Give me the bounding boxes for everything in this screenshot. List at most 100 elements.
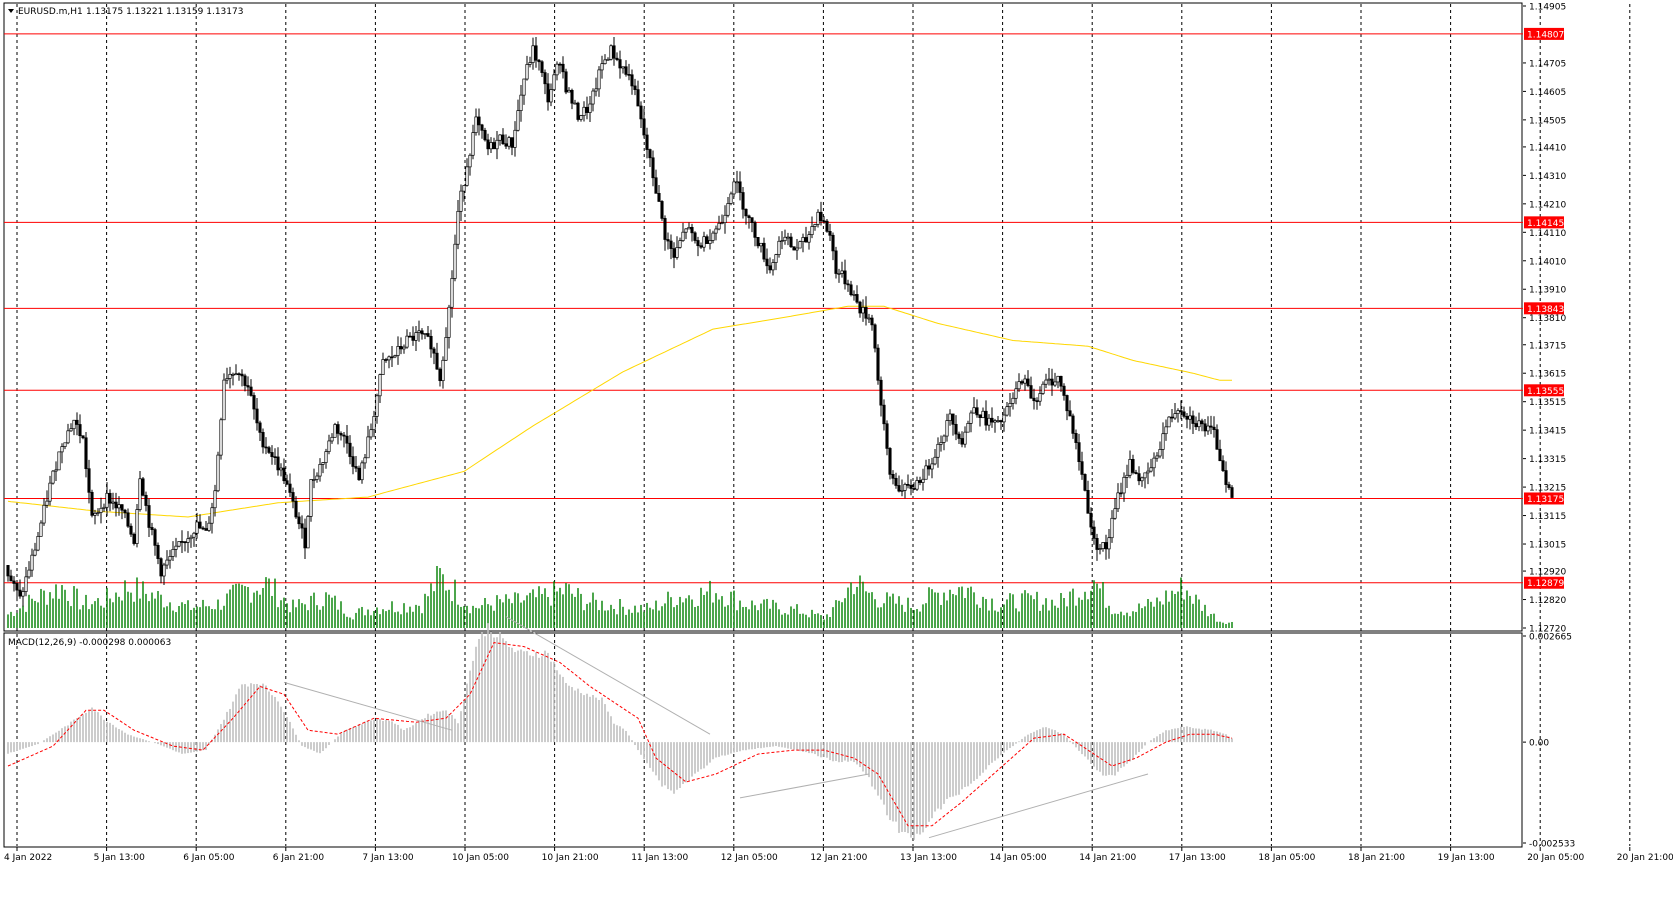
candle-body [789, 236, 793, 248]
candle-body [501, 134, 505, 145]
candle-body [975, 407, 979, 416]
candle-body [189, 536, 193, 540]
candle-body [453, 243, 457, 279]
candle-body [1206, 425, 1210, 432]
candle-body [1083, 474, 1087, 491]
candle-body [315, 475, 319, 480]
candle-body [693, 232, 697, 241]
candle-body [1155, 455, 1159, 459]
price-tick-label: 1.13910 [1529, 286, 1566, 296]
candle-body [777, 240, 781, 255]
time-tick-label: 17 Jan 13:00 [1169, 853, 1226, 863]
price-tick-label: 1.13315 [1529, 455, 1566, 465]
candle-body [513, 129, 517, 148]
candle-body [489, 142, 493, 150]
candle-body [1041, 383, 1045, 394]
price-tick-label: 1.14605 [1529, 88, 1566, 98]
candle-body [1110, 517, 1114, 539]
candle-body [1221, 460, 1225, 471]
price-level-label-bg [1524, 384, 1564, 397]
candle-body [297, 516, 301, 525]
candle-body [939, 442, 943, 445]
candle-body [264, 446, 268, 449]
candle-body [840, 270, 844, 274]
candle-body [51, 470, 55, 484]
candle-body [378, 374, 382, 397]
time-tick-label: 12 Jan 21:00 [810, 853, 867, 863]
candle-body [1056, 375, 1060, 383]
candle-body [894, 477, 898, 486]
candle-body [402, 346, 406, 350]
candle-body [24, 576, 28, 592]
candle-body [492, 142, 496, 150]
candle-body [441, 359, 445, 382]
time-tick-label: 6 Jan 05:00 [183, 853, 235, 863]
price-tick-label: 1.13615 [1529, 370, 1566, 380]
time-tick-label: 14 Jan 21:00 [1079, 853, 1136, 863]
candle-body [642, 118, 646, 136]
candle-body [600, 63, 604, 71]
candle-body [1194, 423, 1198, 428]
candle-body [672, 248, 676, 258]
candle-body [930, 463, 934, 470]
candle-body [798, 241, 802, 249]
candle-body [861, 307, 865, 314]
candle-body [888, 448, 892, 475]
macd-panel[interactable] [3, 632, 1523, 848]
candle-body [465, 166, 469, 186]
candle-body [279, 467, 283, 471]
candle-body [405, 335, 409, 348]
candle-body [171, 549, 175, 557]
candle-body [837, 273, 841, 275]
triangle-down-icon[interactable] [8, 9, 14, 13]
candle-body [984, 410, 988, 426]
candle-body [948, 413, 952, 421]
candle-body [666, 239, 670, 242]
candle-body [159, 558, 163, 577]
candle-body [879, 379, 883, 406]
candle-body [732, 181, 736, 195]
candle-body [882, 404, 886, 425]
candle-body [1197, 420, 1201, 428]
candle-body [801, 237, 805, 242]
candle-body [1179, 410, 1183, 413]
candle-body [1200, 420, 1204, 425]
candle-body [1095, 537, 1099, 550]
candle-body [603, 59, 607, 65]
candle-body [573, 102, 577, 105]
candle-body [390, 356, 394, 359]
candle-body [543, 72, 547, 85]
price-panel[interactable] [3, 2, 1523, 632]
candle-body [459, 190, 463, 212]
candle-body [117, 504, 121, 509]
candle-body [468, 154, 472, 168]
candle-body [126, 512, 130, 527]
candle-body [1038, 393, 1042, 402]
candle-body [951, 413, 955, 425]
candle-body [822, 220, 826, 223]
candle-body [111, 501, 115, 504]
price-tick-label: 1.14905 [1529, 3, 1566, 13]
candle-body [546, 83, 550, 103]
candle-body [183, 541, 187, 544]
candle-body [324, 451, 328, 463]
candle-body [18, 589, 22, 597]
candle-body [21, 591, 25, 597]
horizontal-levels [4, 33, 1523, 584]
candle-body [255, 408, 259, 424]
time-tick-label: 19 Jan 13:00 [1438, 853, 1495, 863]
macd-signal-line [7, 642, 1233, 827]
candle-body [873, 324, 877, 349]
candle-body [999, 420, 1003, 423]
candle-body [717, 222, 721, 230]
candle-body [1020, 381, 1024, 384]
candle-body [783, 236, 787, 241]
candle-body [660, 201, 664, 219]
candle-body [1170, 416, 1174, 419]
candle-body [1134, 472, 1138, 474]
candlesticks [6, 36, 1234, 607]
candle-body [534, 45, 538, 61]
candle-body [168, 556, 172, 561]
candle-body [1065, 395, 1069, 412]
